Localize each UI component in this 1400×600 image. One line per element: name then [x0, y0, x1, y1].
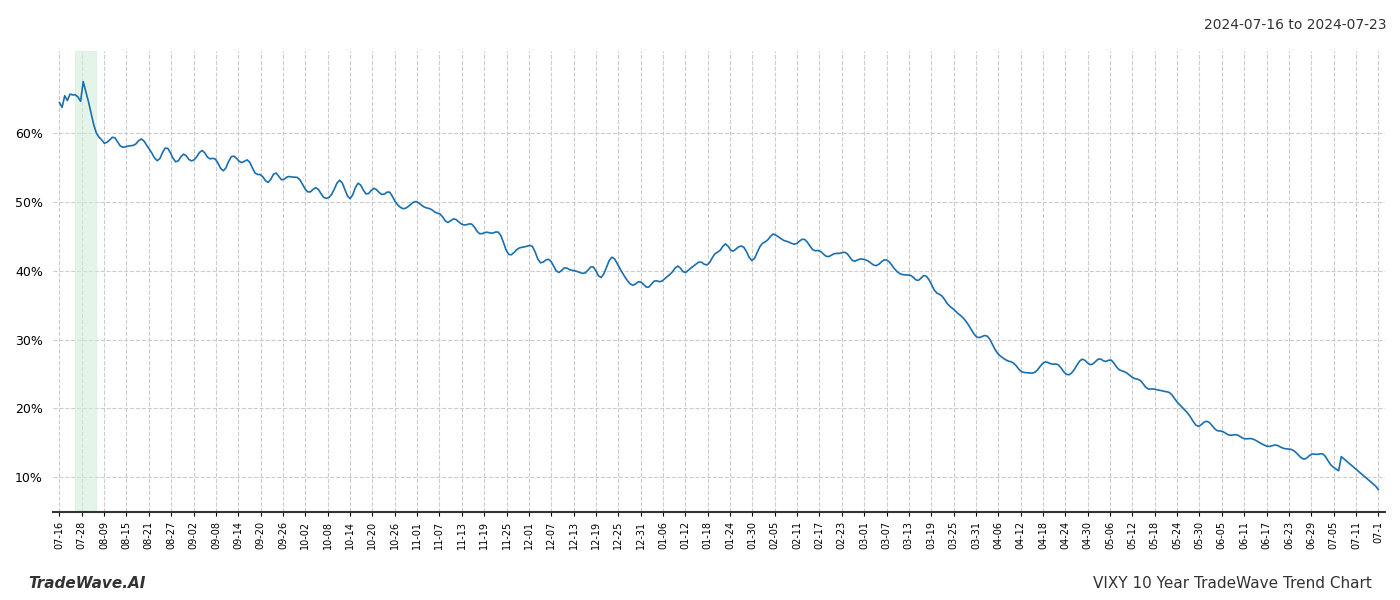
Text: TradeWave.AI: TradeWave.AI — [28, 576, 146, 591]
Bar — [76, 51, 97, 512]
Text: 2024-07-16 to 2024-07-23: 2024-07-16 to 2024-07-23 — [1204, 18, 1386, 32]
Text: VIXY 10 Year TradeWave Trend Chart: VIXY 10 Year TradeWave Trend Chart — [1093, 576, 1372, 591]
